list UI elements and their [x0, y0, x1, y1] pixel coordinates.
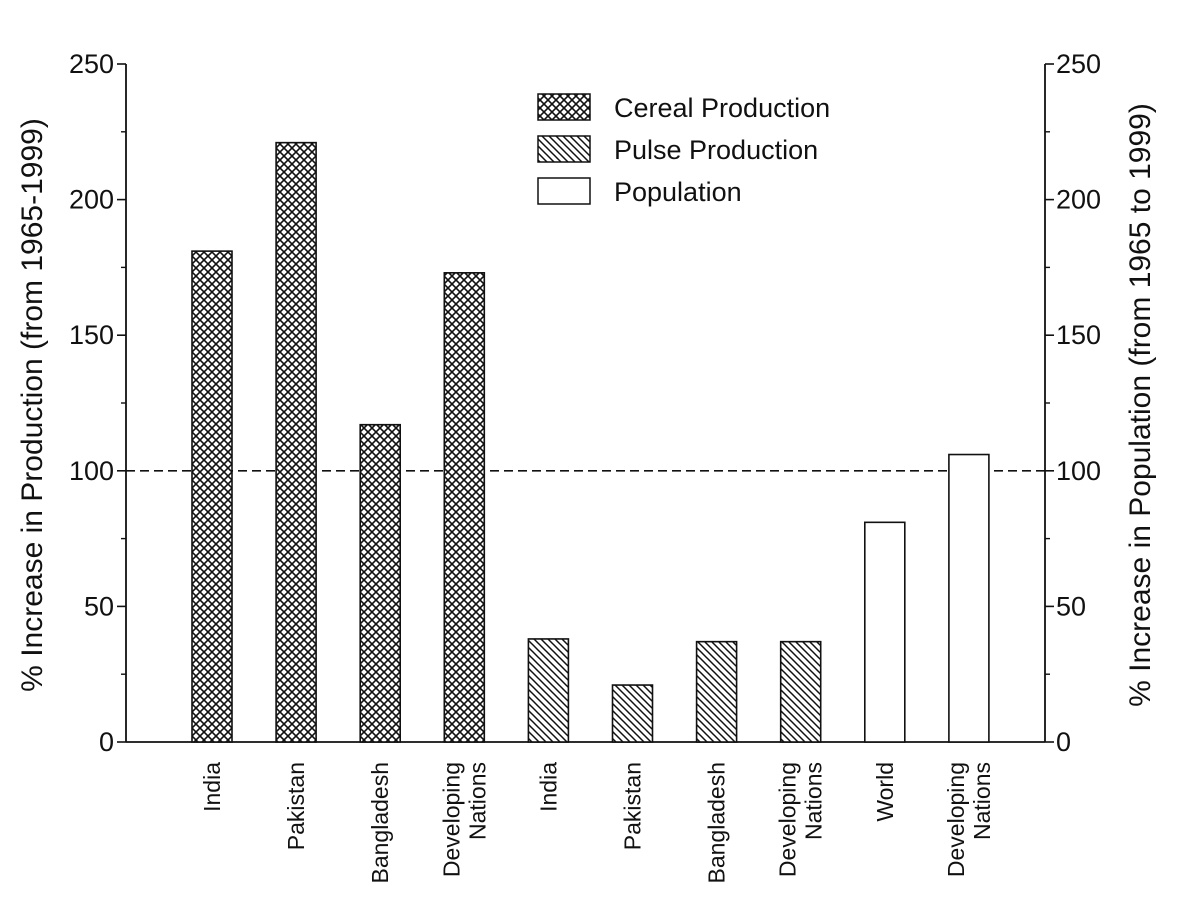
right-tick-label: 150 — [1056, 320, 1101, 350]
category-label: Nations — [969, 762, 995, 840]
bar-cereal-production — [359, 423, 402, 743]
bar-pulse-production — [611, 684, 654, 743]
right-tick-label: 100 — [1056, 456, 1101, 486]
left-tick-label: 200 — [69, 185, 114, 215]
category-label: World — [872, 762, 898, 822]
right-tick-label: 0 — [1056, 727, 1071, 757]
legend: Cereal Production Pulse Production Populat… — [537, 93, 830, 207]
right-axis-title: % Increase in Population (from 1965 to 1… — [1124, 103, 1157, 707]
legend-label: Pulse Production — [614, 135, 818, 165]
bar-pulse-production — [779, 640, 822, 743]
left-tick-label: 150 — [69, 320, 114, 350]
left-axis-title: % Increase in Production (from 1965-1999… — [16, 118, 49, 692]
bar-cereal-production — [191, 250, 233, 743]
category-label: Bangladesh — [704, 762, 730, 884]
category-label: Nations — [464, 762, 490, 840]
bar-cereal-production — [443, 272, 486, 743]
bar-cereal-production — [275, 141, 317, 743]
bar-pulse-production — [695, 640, 738, 743]
legend-swatch — [537, 135, 591, 163]
left-axis-ticks: 0 50 100 150 200 250 — [69, 49, 126, 757]
category-label: Developing — [438, 762, 464, 877]
legend-swatch — [537, 177, 591, 205]
bar-population — [863, 521, 906, 743]
bar-layer — [191, 141, 990, 743]
right-tick-label: 50 — [1056, 591, 1086, 621]
category-label: India — [199, 762, 225, 812]
left-tick-label: 250 — [69, 49, 114, 79]
right-tick-label: 250 — [1056, 49, 1101, 79]
right-axis-ticks: 0 50 100 150 200 250 — [1045, 49, 1101, 757]
left-tick-label: 0 — [99, 727, 114, 757]
left-tick-label: 100 — [69, 456, 114, 486]
legend-swatch — [537, 93, 591, 121]
category-label: Developing — [943, 762, 969, 877]
legend-label: Population — [614, 177, 742, 207]
category-label: Bangladesh — [367, 762, 393, 884]
legend-label: Cereal Production — [614, 93, 830, 123]
bar-population — [948, 453, 990, 743]
category-label: Developing — [775, 762, 801, 877]
category-label: India — [535, 762, 561, 812]
category-label: Pakistan — [283, 762, 309, 850]
category-labels: India Pakistan Bangladesh Developing Nations… — [199, 762, 995, 884]
bar-pulse-production — [527, 638, 570, 743]
left-tick-label: 50 — [84, 591, 114, 621]
plot-frame — [125, 64, 1046, 743]
right-tick-label: 200 — [1056, 185, 1101, 215]
category-label: Pakistan — [620, 762, 646, 850]
category-label: Nations — [801, 762, 827, 840]
